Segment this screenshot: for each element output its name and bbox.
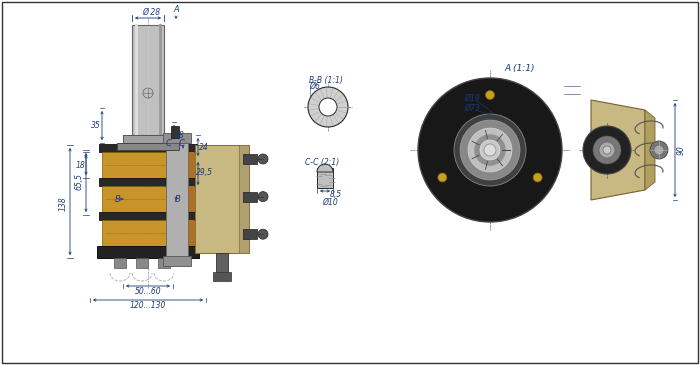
- Bar: [186, 220, 194, 246]
- Text: 8,5: 8,5: [330, 191, 342, 200]
- Bar: [171, 126, 179, 138]
- Text: A: A: [173, 5, 179, 15]
- Text: Ø73: Ø73: [464, 104, 480, 112]
- Text: B: B: [175, 195, 181, 204]
- Bar: [114, 258, 126, 268]
- Text: 28: 28: [175, 131, 185, 141]
- Text: 50...60: 50...60: [134, 287, 161, 296]
- Circle shape: [654, 145, 664, 155]
- Bar: [243, 229, 257, 239]
- Circle shape: [319, 98, 337, 116]
- Wedge shape: [317, 164, 333, 172]
- Bar: [195, 145, 249, 253]
- Bar: [213, 272, 231, 281]
- Bar: [102, 152, 194, 178]
- Circle shape: [308, 87, 348, 127]
- Text: Ø10: Ø10: [322, 197, 337, 207]
- Bar: [317, 168, 333, 188]
- Circle shape: [533, 173, 542, 182]
- Circle shape: [650, 141, 668, 159]
- Text: Ø 28: Ø 28: [142, 8, 160, 16]
- Bar: [166, 135, 188, 258]
- Circle shape: [603, 146, 611, 154]
- Text: B-B (1:1): B-B (1:1): [309, 76, 343, 85]
- Bar: [186, 152, 194, 178]
- Circle shape: [460, 120, 520, 180]
- Circle shape: [599, 142, 615, 158]
- Text: 24: 24: [199, 142, 209, 151]
- Bar: [163, 256, 191, 266]
- Circle shape: [484, 144, 496, 156]
- Text: 138: 138: [59, 197, 67, 211]
- Circle shape: [593, 136, 621, 164]
- Bar: [123, 135, 173, 143]
- Circle shape: [454, 114, 526, 186]
- Circle shape: [480, 140, 500, 160]
- Bar: [97, 246, 199, 258]
- Text: 65,5: 65,5: [74, 173, 83, 191]
- Circle shape: [418, 78, 562, 222]
- Text: C: C: [179, 138, 185, 147]
- Bar: [216, 253, 228, 273]
- Bar: [102, 220, 194, 246]
- Text: Ø19: Ø19: [464, 93, 480, 103]
- Bar: [99, 144, 197, 152]
- Circle shape: [583, 126, 631, 174]
- Bar: [99, 178, 197, 186]
- Text: B: B: [115, 195, 121, 204]
- Circle shape: [258, 229, 268, 239]
- Text: 90: 90: [676, 145, 685, 155]
- Bar: [186, 186, 194, 212]
- Circle shape: [258, 154, 268, 164]
- Text: 120...130: 120...130: [130, 300, 166, 310]
- Text: C: C: [166, 138, 172, 147]
- Text: 35: 35: [91, 122, 101, 131]
- Text: A (1:1): A (1:1): [505, 64, 536, 73]
- Circle shape: [438, 173, 447, 182]
- Text: 29,5: 29,5: [195, 169, 213, 177]
- Bar: [102, 186, 194, 212]
- Bar: [132, 25, 164, 135]
- Text: 18: 18: [75, 161, 85, 169]
- Polygon shape: [645, 110, 655, 190]
- Circle shape: [486, 91, 494, 100]
- Bar: [136, 258, 148, 268]
- Text: Ø6: Ø6: [309, 81, 320, 91]
- Bar: [117, 143, 179, 150]
- Bar: [243, 192, 257, 201]
- Polygon shape: [591, 100, 645, 200]
- Circle shape: [258, 192, 268, 201]
- Bar: [163, 133, 191, 143]
- Bar: [243, 154, 257, 164]
- Bar: [99, 212, 197, 220]
- Bar: [158, 258, 170, 268]
- Bar: [239, 145, 249, 253]
- Text: C-C (2:1): C-C (2:1): [305, 158, 340, 166]
- Circle shape: [468, 128, 512, 172]
- Circle shape: [474, 134, 506, 166]
